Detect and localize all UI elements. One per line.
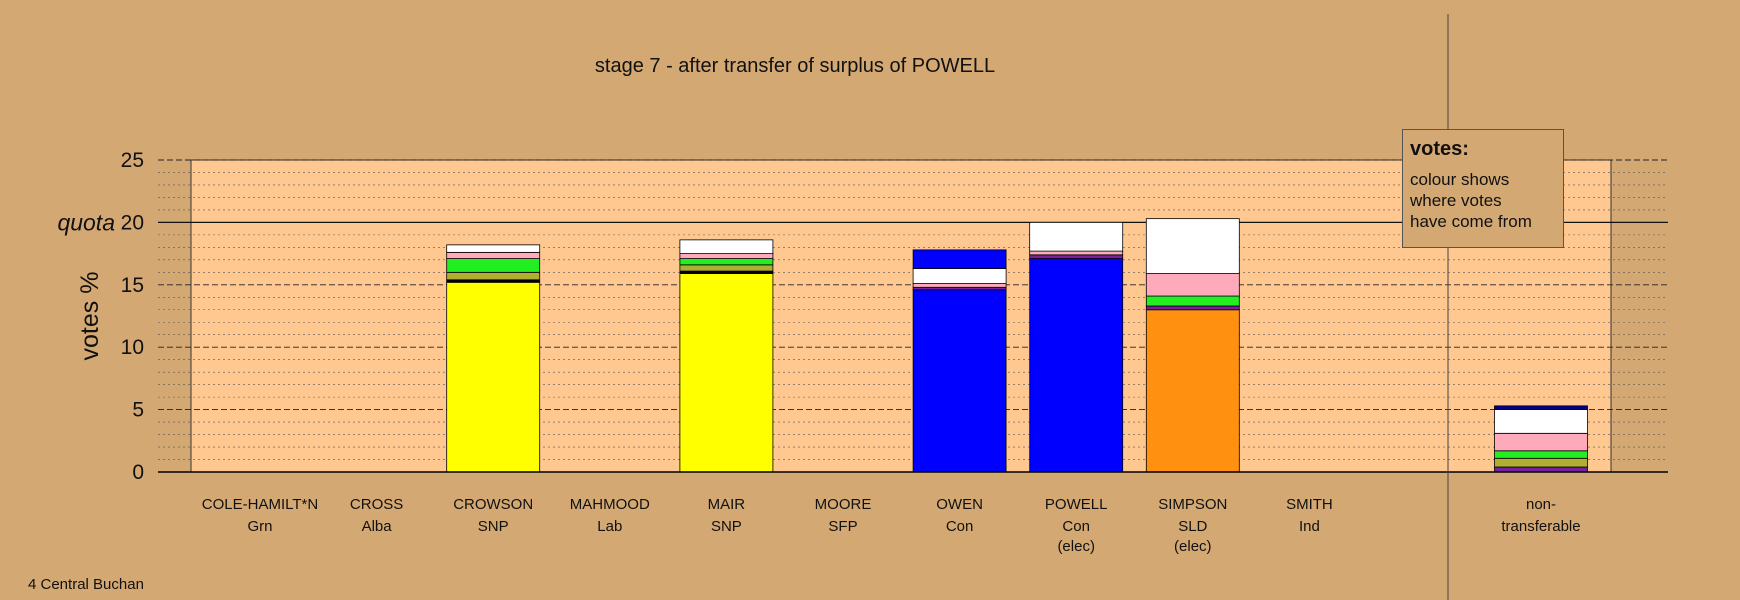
party-label: SLD [1178, 518, 1207, 535]
bar-segment [446, 271, 541, 281]
candidate-name: CROSS [350, 496, 403, 513]
bar-segment [1145, 295, 1240, 307]
constituency-label: 4 Central Buchan [28, 576, 144, 593]
bar-segment [912, 289, 1007, 473]
bar-segment [1494, 405, 1588, 410]
party-label: SFP [828, 518, 857, 535]
candidate-name: SIMPSON [1158, 496, 1227, 513]
candidate-name: MAIR [708, 496, 746, 513]
bar-segment [1145, 305, 1240, 311]
bar-segment [1145, 273, 1240, 297]
y-axis-label: votes % [76, 272, 104, 361]
elected-label: (elec) [1057, 538, 1095, 555]
bar-segment [1029, 221, 1124, 252]
candidate-name: POWELL [1045, 496, 1108, 513]
y-tick-label: 20 [121, 211, 144, 234]
legend-box: votes: colour shows where votes have com… [1402, 129, 1564, 248]
bar-owen [912, 249, 1007, 473]
nontransferable-label: non- [1526, 496, 1556, 513]
chart-title: stage 7 - after transfer of surplus of P… [595, 55, 995, 77]
bar-segment [1145, 309, 1240, 473]
bar-segment [912, 268, 1007, 284]
quota-label: quota [57, 209, 115, 235]
bar-segment [446, 258, 541, 273]
bar-segment [679, 239, 774, 254]
party-label: Ind [1299, 518, 1320, 535]
labels: COLE-HAMILT*N Grn CROSS Alba CROWSON SNP MAHMO… [57, 55, 1580, 555]
party-label: Con [946, 518, 974, 535]
bar-mair [679, 239, 774, 473]
bar-segment [1494, 409, 1588, 434]
nontransferable-label: transferable [1501, 518, 1580, 535]
bar-segment [679, 258, 774, 266]
bar-simpson [1145, 218, 1240, 473]
y-tick-label: 0 [132, 461, 144, 484]
elected-label: (elec) [1174, 538, 1212, 555]
party-label: Alba [362, 518, 393, 535]
bars [446, 218, 1588, 473]
party-label: Grn [247, 518, 272, 535]
bar-segment [679, 273, 774, 473]
bar-segment [1494, 457, 1588, 468]
candidate-name: OWEN [936, 496, 983, 513]
bar-segment [446, 244, 541, 253]
bar-segment [912, 249, 1007, 269]
bar-segment [912, 283, 1007, 288]
candidate-name: SMITH [1286, 496, 1333, 513]
bar-segment [1029, 258, 1124, 473]
bar-segment [1494, 466, 1588, 473]
candidate-name: MOORE [815, 496, 872, 513]
legend-text: colour shows where votes have come from [1410, 170, 1532, 231]
bar-segment [679, 253, 774, 259]
bar-segment [1029, 254, 1124, 259]
bar-segment [679, 264, 774, 272]
plot-background [190, 159, 1612, 473]
candidate-name: CROWSON [453, 496, 533, 513]
axes [158, 14, 1668, 600]
party-label: Con [1062, 518, 1090, 535]
y-tick-label: 10 [121, 336, 144, 359]
y-tick-label: 5 [132, 399, 144, 422]
bar-nontransferable [1494, 405, 1588, 473]
bar-segment [1145, 218, 1240, 274]
candidate-name: MAHMOOD [570, 496, 650, 513]
bar-segment [1494, 432, 1588, 452]
party-label: SNP [711, 518, 742, 535]
bar-segment [446, 251, 541, 259]
bar-segment [1029, 250, 1124, 256]
bar-segment [446, 281, 541, 473]
bar-segment [1494, 450, 1588, 459]
plot-area [190, 159, 1612, 473]
bar-powell [1029, 221, 1124, 473]
legend-title: votes: [1410, 138, 1469, 160]
y-tick-label: 15 [121, 274, 144, 297]
y-tick-label: 25 [121, 149, 144, 172]
bar-crowson [446, 244, 541, 473]
party-label: Lab [597, 518, 622, 535]
party-label: SNP [478, 518, 509, 535]
candidate-name: COLE-HAMILT*N [202, 496, 318, 513]
